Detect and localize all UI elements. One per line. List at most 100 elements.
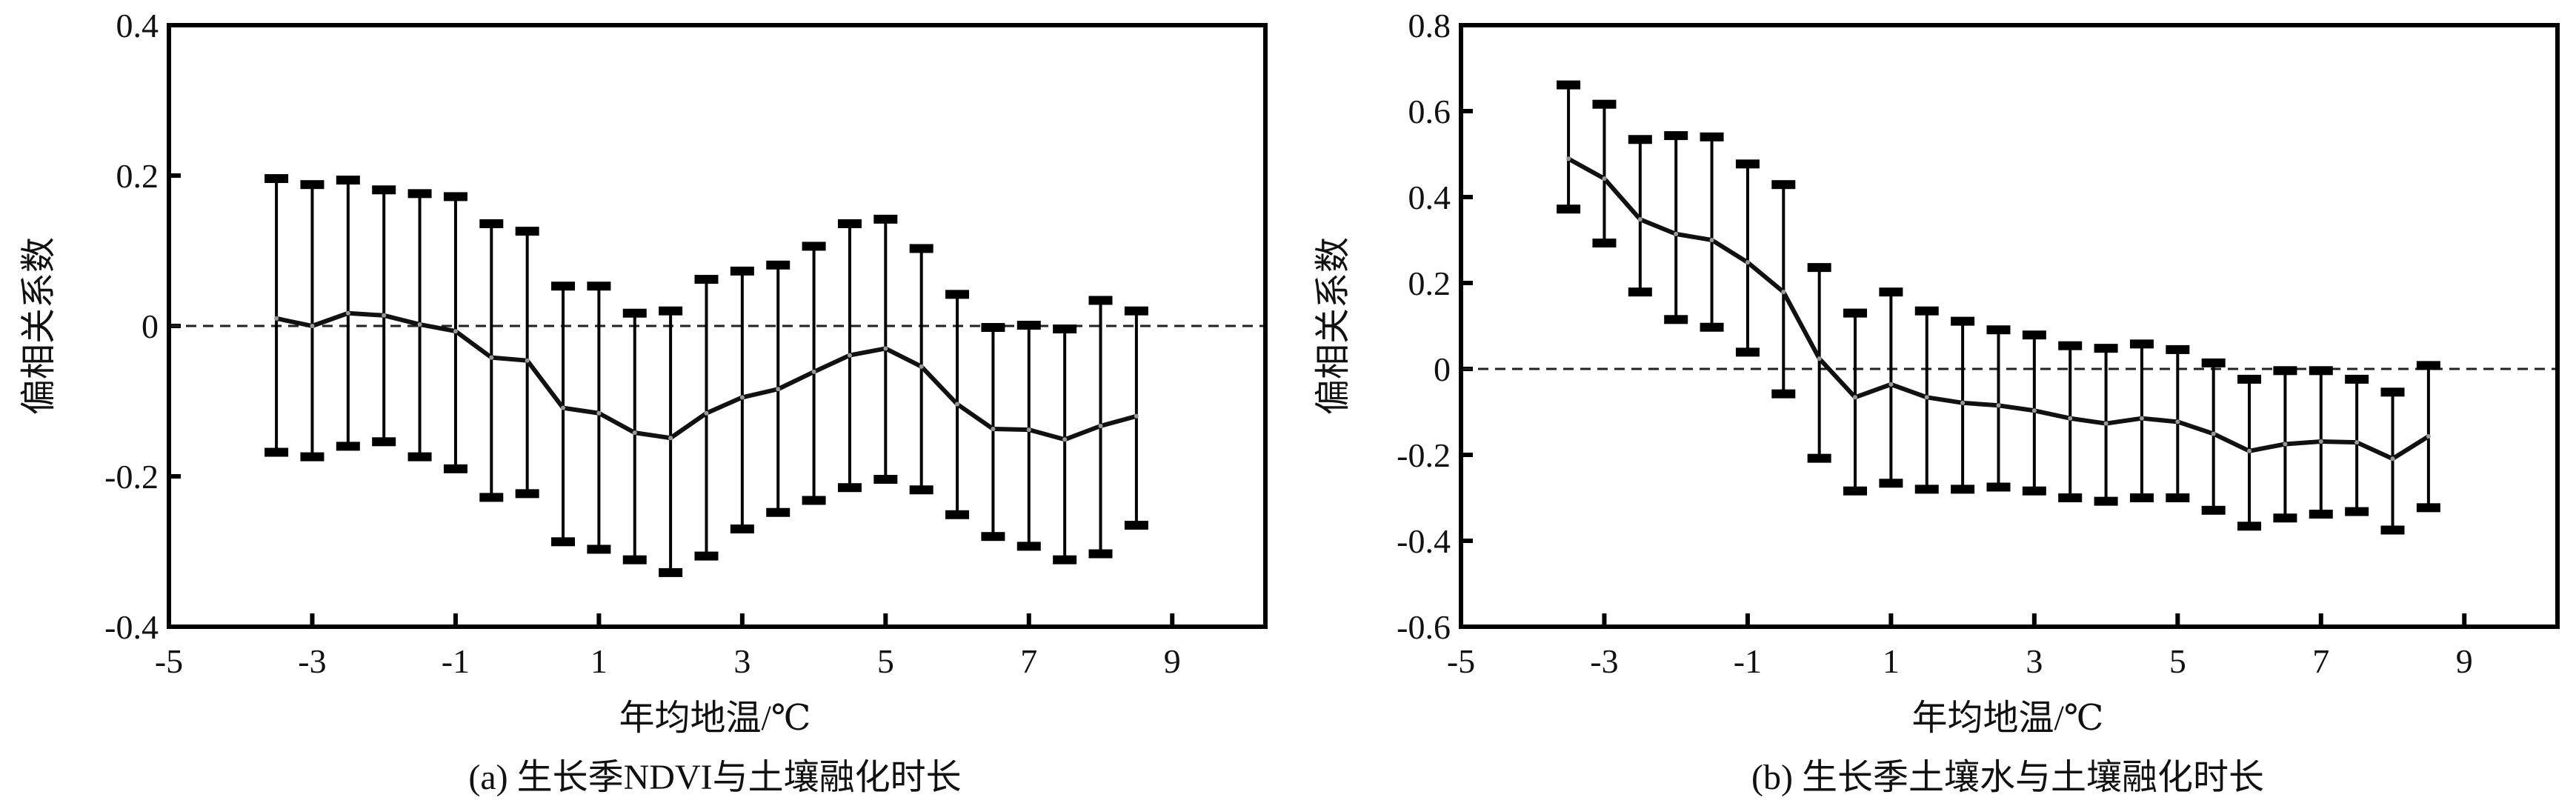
x-tick-label: 5 bbox=[2169, 642, 2186, 680]
data-point bbox=[776, 387, 781, 392]
error-bar-cap-lower bbox=[1088, 549, 1113, 559]
data-point bbox=[2139, 416, 2144, 421]
error-bar-cap-upper bbox=[1664, 131, 1688, 141]
data-point bbox=[345, 310, 350, 316]
data-point bbox=[1996, 403, 2001, 408]
data-point bbox=[1026, 427, 1031, 433]
x-tick-label: 7 bbox=[2312, 642, 2329, 680]
data-point bbox=[525, 358, 530, 363]
error-bar-cap-upper bbox=[766, 260, 791, 270]
error-bar-cap-upper bbox=[2022, 330, 2046, 340]
data-point bbox=[847, 353, 852, 358]
data-point bbox=[2247, 448, 2252, 453]
error-bar-cap-upper bbox=[1628, 135, 1652, 144]
error-bar-cap-upper bbox=[2094, 344, 2118, 353]
error-bar-cap-upper bbox=[909, 244, 933, 253]
y-tick-label: 0.2 bbox=[116, 157, 159, 195]
error-bar-cap-lower bbox=[2237, 522, 2262, 531]
data-point bbox=[274, 316, 279, 321]
error-bar-cap-lower bbox=[730, 524, 754, 534]
y-tick-label: -0.6 bbox=[1397, 608, 1451, 646]
x-tick-label: 3 bbox=[733, 642, 750, 680]
error-bar-cap-lower bbox=[551, 537, 576, 547]
error-bar-cap-lower bbox=[945, 510, 970, 519]
error-bar-cap-lower bbox=[694, 551, 719, 561]
error-bar-cap-upper bbox=[981, 323, 1005, 333]
error-bar-cap-upper bbox=[443, 192, 467, 202]
error-bar-cap-upper bbox=[945, 290, 970, 299]
data-point bbox=[668, 436, 673, 441]
error-bar-cap-lower bbox=[1700, 322, 1724, 332]
data-point bbox=[417, 322, 422, 327]
panel-b: 偏相关系数 年均地温/℃ (b) 生长季土壤水与土壤融化时长 -0.6 -0.4 -… bbox=[1314, 7, 2560, 797]
error-bar-cap-lower bbox=[2273, 513, 2297, 523]
error-bar-cap-lower bbox=[2166, 493, 2190, 502]
error-bar-cap-upper bbox=[730, 266, 754, 276]
error-bar-cap-upper bbox=[336, 176, 360, 185]
error-bar-cap-upper bbox=[515, 227, 539, 236]
error-bar-cap-upper bbox=[2273, 366, 2297, 376]
data-point bbox=[489, 355, 494, 360]
data-point bbox=[883, 346, 888, 351]
x-tick-label: -1 bbox=[442, 642, 470, 680]
error-bar-cap-lower bbox=[659, 567, 683, 577]
error-bar-cap-lower bbox=[837, 483, 862, 493]
error-bar-cap-lower bbox=[1592, 239, 1617, 248]
error-bar-cap-upper bbox=[2166, 344, 2190, 354]
data-point bbox=[2175, 419, 2180, 424]
error-bar-cap-upper bbox=[551, 282, 576, 291]
error-bar-cap-lower bbox=[407, 452, 432, 462]
x-tick-label: 5 bbox=[877, 642, 894, 680]
error-bar-cap-upper bbox=[300, 180, 325, 190]
error-bar-cap-upper bbox=[1592, 99, 1617, 109]
error-bar-cap-lower bbox=[1735, 347, 1760, 357]
y-tick-label: 0.2 bbox=[1408, 264, 1451, 302]
error-bar-cap-lower bbox=[300, 452, 325, 462]
error-bar-cap-lower bbox=[1914, 484, 1939, 494]
data-point bbox=[632, 430, 637, 436]
data-point bbox=[561, 405, 566, 410]
data-point bbox=[2103, 421, 2109, 426]
data-point bbox=[453, 329, 458, 334]
error-bar-cap-lower bbox=[264, 447, 289, 457]
data-point bbox=[2068, 416, 2073, 421]
data-point bbox=[1566, 156, 1571, 161]
x-tick-label: -1 bbox=[1734, 642, 1762, 680]
error-bar-cap-upper bbox=[873, 214, 898, 224]
y-tick-label: 0.4 bbox=[1408, 179, 1451, 216]
panel-a: 偏相关系数 年均地温/℃ (a) 生长季NDVI与土壤融化时长 -0.4 -0.2… bbox=[19, 7, 1268, 797]
error-bar-cap-upper bbox=[2058, 341, 2083, 350]
error-bar-cap-upper bbox=[1914, 306, 1939, 316]
error-bar-cap-upper bbox=[587, 282, 611, 291]
y-tick-label: -0.4 bbox=[104, 608, 159, 646]
data-point bbox=[2354, 440, 2360, 445]
data-point bbox=[1709, 238, 1714, 242]
error-bar-cap-upper bbox=[2416, 361, 2440, 370]
error-bar-cap-lower bbox=[1053, 555, 1077, 564]
y-tick-label: 0.6 bbox=[1408, 93, 1451, 130]
data-point bbox=[1098, 423, 1103, 428]
error-bar-cap-upper bbox=[1771, 180, 1796, 190]
x-tick-label: -5 bbox=[1447, 642, 1475, 680]
error-bar-cap-lower bbox=[981, 532, 1005, 542]
error-bar-cap-lower bbox=[1807, 453, 1831, 463]
data-point bbox=[955, 402, 960, 407]
error-bar-cap-lower bbox=[515, 489, 539, 499]
x-tick-label: 1 bbox=[590, 642, 608, 680]
error-bar-cap-lower bbox=[443, 464, 467, 473]
error-bar-cap-lower bbox=[873, 475, 898, 484]
error-bar-cap-upper bbox=[659, 306, 683, 316]
error-bar-cap-upper bbox=[479, 219, 504, 228]
error-bar-cap-lower bbox=[2022, 486, 2046, 496]
error-bar-cap-lower bbox=[1843, 486, 1868, 496]
y-tick-label: 0.8 bbox=[1408, 7, 1451, 44]
chart-title: (a) 生长季NDVI与土壤融化时长 bbox=[468, 758, 961, 797]
error-bar-cap-lower bbox=[1124, 520, 1148, 530]
y-tick-label: 0.4 bbox=[116, 7, 159, 44]
data-point bbox=[1853, 395, 1858, 400]
data-point bbox=[811, 369, 816, 374]
error-bar-cap-lower bbox=[1016, 542, 1041, 551]
data-point bbox=[382, 313, 387, 318]
error-bar-cap-upper bbox=[1986, 325, 2011, 335]
x-axis-label: 年均地温/℃ bbox=[1911, 699, 2103, 738]
